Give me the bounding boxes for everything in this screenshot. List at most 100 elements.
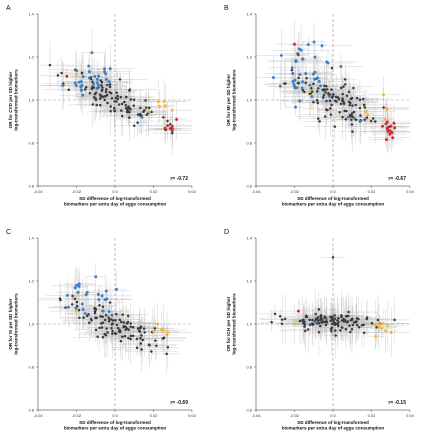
data-point bbox=[384, 138, 388, 142]
data-point bbox=[104, 314, 108, 317]
data-point bbox=[132, 124, 136, 127]
data-point bbox=[120, 102, 124, 106]
y-axis-label: log-transformed biomarkers bbox=[232, 69, 237, 131]
data-point bbox=[101, 309, 105, 313]
data-point bbox=[139, 106, 142, 110]
data-point bbox=[314, 321, 317, 324]
data-point bbox=[127, 328, 130, 331]
y-tick-label: 1.0 bbox=[28, 321, 34, 326]
data-point bbox=[355, 96, 359, 100]
y-tick-label: 1.2 bbox=[246, 278, 252, 283]
data-point bbox=[87, 313, 90, 316]
data-point bbox=[135, 337, 139, 341]
data-point bbox=[305, 314, 308, 318]
data-point bbox=[339, 102, 343, 106]
data-point bbox=[139, 326, 142, 330]
data-point bbox=[75, 309, 78, 313]
data-point bbox=[101, 315, 104, 318]
panel-letter: A bbox=[6, 5, 11, 12]
data-point bbox=[323, 115, 327, 118]
y-tick-label: 1.4 bbox=[246, 235, 252, 240]
data-point bbox=[273, 312, 277, 316]
data-point bbox=[91, 103, 94, 106]
data-point bbox=[71, 294, 75, 298]
data-point bbox=[335, 100, 338, 103]
data-point bbox=[60, 71, 63, 75]
data-point bbox=[349, 330, 352, 334]
data-point bbox=[99, 103, 102, 107]
data-point bbox=[58, 297, 62, 300]
data-point bbox=[290, 66, 294, 70]
data-point bbox=[351, 130, 354, 133]
x-axis-label: SD difference of log-transformed bbox=[79, 196, 151, 201]
data-point bbox=[106, 83, 109, 87]
correlation-label: r= -0.69 bbox=[170, 400, 188, 406]
data-point bbox=[95, 81, 99, 85]
data-point bbox=[95, 103, 99, 107]
y-tick-label: 0.8 bbox=[246, 364, 252, 369]
data-point bbox=[145, 106, 148, 109]
data-points bbox=[58, 275, 170, 356]
y-tick-label: 0.6 bbox=[28, 183, 34, 188]
data-point bbox=[314, 318, 318, 321]
data-point bbox=[73, 286, 77, 290]
correlation-label: r= -0.67 bbox=[388, 176, 406, 182]
data-point bbox=[352, 116, 355, 119]
x-tick-label: -0.04 bbox=[33, 189, 43, 194]
data-point bbox=[325, 99, 328, 103]
y-tick-label: 1.0 bbox=[246, 97, 252, 102]
data-point bbox=[125, 110, 129, 114]
data-point bbox=[150, 350, 153, 353]
data-point bbox=[333, 125, 337, 128]
x-tick-label: -0.02 bbox=[72, 189, 82, 194]
data-point bbox=[107, 320, 111, 323]
data-point bbox=[345, 109, 348, 113]
data-point bbox=[75, 283, 79, 287]
data-point bbox=[385, 107, 389, 111]
data-point bbox=[101, 336, 105, 339]
data-point bbox=[118, 328, 121, 332]
data-point bbox=[331, 256, 335, 259]
data-point bbox=[64, 306, 67, 309]
data-point bbox=[77, 282, 81, 286]
data-point bbox=[91, 80, 94, 83]
panel-b: B 0.6 0.8 1.0 1.2 1.4 -0.04 -0.02 0.0 0.02 0.04 r= … bbox=[224, 5, 415, 207]
data-point bbox=[377, 325, 381, 328]
data-point bbox=[320, 44, 324, 48]
data-point bbox=[330, 96, 334, 99]
data-point bbox=[342, 102, 346, 106]
data-point bbox=[101, 88, 104, 92]
data-point bbox=[352, 86, 355, 90]
data-point bbox=[333, 314, 336, 317]
data-point bbox=[358, 106, 362, 110]
data-point bbox=[358, 98, 362, 101]
data-point bbox=[100, 84, 103, 87]
data-point bbox=[104, 72, 108, 76]
data-point bbox=[104, 289, 108, 293]
data-point bbox=[163, 126, 167, 130]
data-point bbox=[304, 81, 307, 85]
data-point bbox=[382, 93, 385, 97]
data-point bbox=[166, 124, 170, 128]
data-point bbox=[352, 110, 356, 114]
data-point bbox=[389, 330, 393, 334]
data-point bbox=[77, 284, 81, 288]
data-point bbox=[334, 329, 337, 332]
data-point bbox=[97, 298, 101, 302]
data-point bbox=[330, 316, 334, 319]
data-point bbox=[308, 83, 312, 87]
data-point bbox=[329, 107, 332, 110]
data-point bbox=[115, 91, 118, 95]
data-point bbox=[283, 317, 287, 321]
data-point bbox=[343, 83, 347, 86]
data-point bbox=[118, 330, 122, 334]
data-point bbox=[298, 99, 302, 103]
data-point bbox=[98, 326, 101, 330]
data-point bbox=[150, 110, 153, 114]
data-point bbox=[293, 322, 296, 326]
data-point bbox=[110, 326, 113, 330]
data-point bbox=[73, 81, 77, 85]
data-point bbox=[99, 315, 102, 318]
data-point bbox=[349, 97, 353, 101]
data-point bbox=[284, 82, 287, 85]
